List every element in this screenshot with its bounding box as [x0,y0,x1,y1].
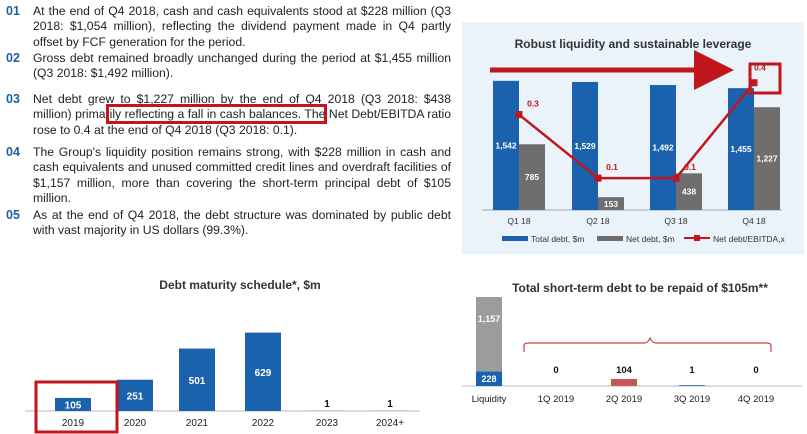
ratio-point [672,174,680,182]
legend-swatch-total [502,236,528,241]
category-label: Liquidity [472,394,507,405]
chart-title: Debt maturity schedule*, $m [159,278,321,292]
label-net-debt: 1,227 [756,154,778,164]
category-label: Q1 18 [507,216,530,226]
label-total-debt: 1,455 [730,144,752,154]
category-label: Q3 18 [664,216,687,226]
category-label: 2022 [252,418,275,429]
liquidity-chart: 1,542 785 0.3 1,529 153 0.1 1,492 438 0.1 1,455 1,… [482,50,786,244]
category-label: Q2 18 [586,216,609,226]
bar-quarter [679,385,705,386]
bar-quarter [611,379,637,386]
label-ratio: 0.1 [606,162,618,172]
q4-highlight-box [748,62,782,95]
point-number: 04 [6,145,20,159]
label-quarter: 0 [553,365,558,376]
ratio-point [594,174,602,182]
label-maturity: 251 [127,391,144,402]
label-total-debt: 1,542 [495,140,517,150]
category-label: Q4 18 [742,216,765,226]
legend-swatch-net [597,236,623,241]
label-quarter: 0 [753,365,758,376]
point-text: The Group's liquidity position remains s… [33,145,451,205]
category-label: 2021 [186,418,209,429]
label-maturity: 1 [387,399,393,410]
point-text: Net debt grew to $1,227 million by the e… [33,92,451,137]
bar-net-debt [676,173,702,210]
bar-total-debt [572,81,598,210]
label-maturity: 105 [65,400,82,411]
label-net-debt: 785 [525,172,539,182]
bar-maturity [55,397,91,411]
label-ratio: 0.3 [527,99,539,109]
legend-label-net: Net debt, $m [626,234,675,244]
bar-net-debt [519,144,545,210]
ratio-point [750,79,758,87]
point-number: 05 [6,208,20,222]
ratio-line [518,81,755,180]
label-net-debt: 438 [682,187,696,197]
category-label: 2024+ [376,418,404,429]
label-maturity: 1 [324,399,330,410]
label-ratio: 0.4 [754,63,766,73]
chart-title: Robust liquidity and sustainable leverag… [514,37,752,51]
label-total-debt: 1,529 [574,141,596,151]
category-label: 2Q 2019 [606,394,642,405]
point-number: 02 [6,51,20,65]
short-term-debt-chart: 228 1,157 0 104 1 0 Liquidity 1Q 2019 2Q 2019 3Q… [462,296,802,405]
bar-cash [476,371,502,386]
text-highlight-box [106,104,327,124]
bar-maturity [117,379,153,411]
label-cash: 228 [481,374,496,384]
label-net-debt: 153 [604,199,618,209]
label-maturity: 629 [255,368,272,379]
brace-bracket [523,336,772,352]
label-ratio: 0.1 [684,162,696,172]
2019-highlight-box [34,380,119,434]
legend: Total debt, $m Net debt, $m Net debt/EBI… [502,234,786,244]
bar-net-debt [754,107,780,210]
category-label: 2023 [316,418,339,429]
bar-total-debt [650,85,676,210]
bar-credit-lines [476,296,502,372]
category-label: 3Q 2019 [674,394,710,405]
ratio-point [515,111,523,119]
point-text: At the end of Q4 2018, cash and cash equ… [33,4,451,49]
legend-label-total: Total debt, $m [531,234,584,244]
legend-marker-ratio [694,235,700,241]
point-text: Gross debt remained broadly unchanged du… [33,51,451,81]
category-label: 2019 [62,418,85,429]
label-total-debt: 1,492 [652,143,674,153]
bar-maturity [245,332,281,411]
label-maturity: 501 [189,376,206,387]
chart-title: Total short-term debt to be repaid of $1… [512,281,768,295]
category-label: 2020 [124,418,147,429]
bar-total-debt [493,80,519,210]
bar-net-debt [598,197,624,210]
category-label: 1Q 2019 [538,394,574,405]
point-number: 03 [6,92,20,106]
category-label: 4Q 2019 [738,394,774,405]
bar-maturity [179,348,215,411]
maturity-chart: 105 251 501 629 1 1 2019 2020 2021 2022 2023 2024+ [25,332,420,434]
legend-label-ratio: Net debt/EBITDA,x [713,234,786,244]
label-credit-lines: 1,157 [478,314,501,324]
point-text: As at the end of Q4 2018, the debt struc… [33,208,451,238]
point-number: 01 [6,4,20,18]
label-quarter: 1 [689,365,695,376]
label-quarter: 104 [616,365,633,376]
